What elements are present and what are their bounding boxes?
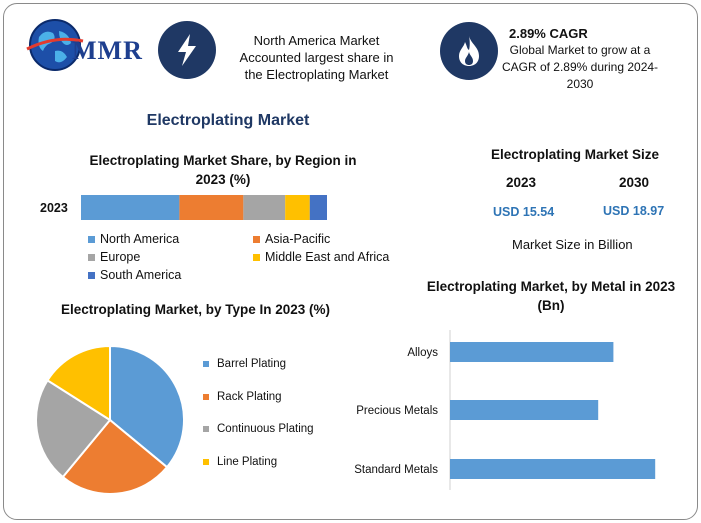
region-bar-segment-europe	[243, 195, 286, 220]
region-bar-segment-south-america	[309, 195, 327, 220]
market-size-unit: Market Size in Billion	[512, 237, 633, 252]
market-size-year-2023: 2023	[506, 175, 537, 190]
metal-bar-chart: Alloys Precious Metals Standard Metals	[354, 330, 656, 490]
flame-badge	[440, 22, 498, 80]
metal-bar-alloys	[450, 342, 614, 362]
legend-label: Continuous Plating	[217, 423, 314, 435]
legend-south-america: South America	[88, 268, 181, 282]
legend-asia-pacific: Asia-Pacific	[253, 232, 330, 246]
legend-label: Europe	[100, 250, 141, 264]
region-bar-category: 2023	[40, 201, 68, 215]
lightning-badge	[158, 21, 216, 79]
market-size-year-2030: 2030	[619, 175, 650, 190]
legend-swatch	[253, 253, 260, 261]
region-stacked-bar	[81, 195, 327, 220]
legend-swatch	[203, 394, 209, 400]
legend-europe: Europe	[88, 250, 140, 264]
metal-tick-label-precious-metals: Precious Metals	[356, 405, 438, 417]
market-size-title: Electroplating Market Size	[490, 147, 660, 162]
metal-tick-label-standard-metals: Standard Metals	[354, 464, 438, 476]
legend-swatch	[88, 235, 95, 243]
legend-continuous-plating: Continuous Plating	[203, 423, 314, 435]
legend-label: Asia-Pacific	[265, 232, 331, 246]
pie-slice-rack-plating	[61, 418, 169, 495]
legend-north-america: North America	[88, 232, 179, 246]
lightning-bolt-icon	[178, 34, 196, 66]
legend-swatch	[253, 235, 260, 243]
market-size-value-2030: USD 18.97	[603, 204, 665, 218]
pie-slice-continuous-plating	[35, 378, 112, 479]
cagr-text: Global Market to grow at a CAGR of 2.89%…	[501, 43, 659, 91]
legend-swatch	[88, 271, 95, 279]
flame-icon	[459, 36, 479, 66]
legend-swatch	[88, 253, 95, 261]
globe-icon	[26, 19, 84, 71]
metal-tick-label-alloys: Alloys	[407, 347, 438, 359]
legend-label: South America	[100, 268, 182, 282]
legend-rack-plating: Rack Plating	[203, 391, 282, 403]
legend-label: Rack Plating	[217, 391, 282, 403]
region-bar-segment-asia-pacific	[179, 195, 244, 220]
legend-swatch	[203, 459, 209, 465]
type-chart-title: Electroplating Market, by Type In 2023 (…	[60, 302, 331, 317]
legend-label: North America	[100, 232, 180, 246]
pie-slice-line-plating	[46, 344, 111, 422]
metal-bar-precious-metals	[450, 400, 599, 420]
legend-line-plating: Line Plating	[203, 456, 277, 468]
logo-text: MMR	[72, 36, 143, 65]
legend-middle-east-africa: Middle East and Africa	[253, 250, 389, 264]
legend-label: Barrel Plating	[217, 358, 287, 370]
legend-swatch	[203, 426, 209, 432]
pie-slice-barrel-plating	[109, 344, 185, 469]
metal-bar-standard-metals	[450, 459, 656, 479]
main-title: Electroplating Market	[146, 112, 310, 129]
cagr-title: 2.89% CAGR	[509, 26, 588, 41]
region-chart-title: Electroplating Market Share, by Region i…	[89, 153, 357, 187]
metal-chart-title: Electroplating Market, by Metal in 2023 …	[426, 279, 676, 313]
region-bar-segment-north-america	[81, 195, 180, 220]
header-highlight-text: North America Market Accounted largest s…	[239, 33, 394, 82]
legend-label: Middle East and Africa	[265, 250, 390, 264]
market-size-value-2023: USD 15.54	[493, 205, 555, 219]
legend-label: Line Plating	[217, 456, 278, 468]
legend-barrel-plating: Barrel Plating	[203, 358, 286, 370]
type-pie-chart	[35, 344, 185, 495]
region-bar-segment-middle-east-and-africa	[285, 195, 310, 220]
legend-swatch	[203, 361, 209, 367]
infographic-frame	[3, 3, 698, 520]
